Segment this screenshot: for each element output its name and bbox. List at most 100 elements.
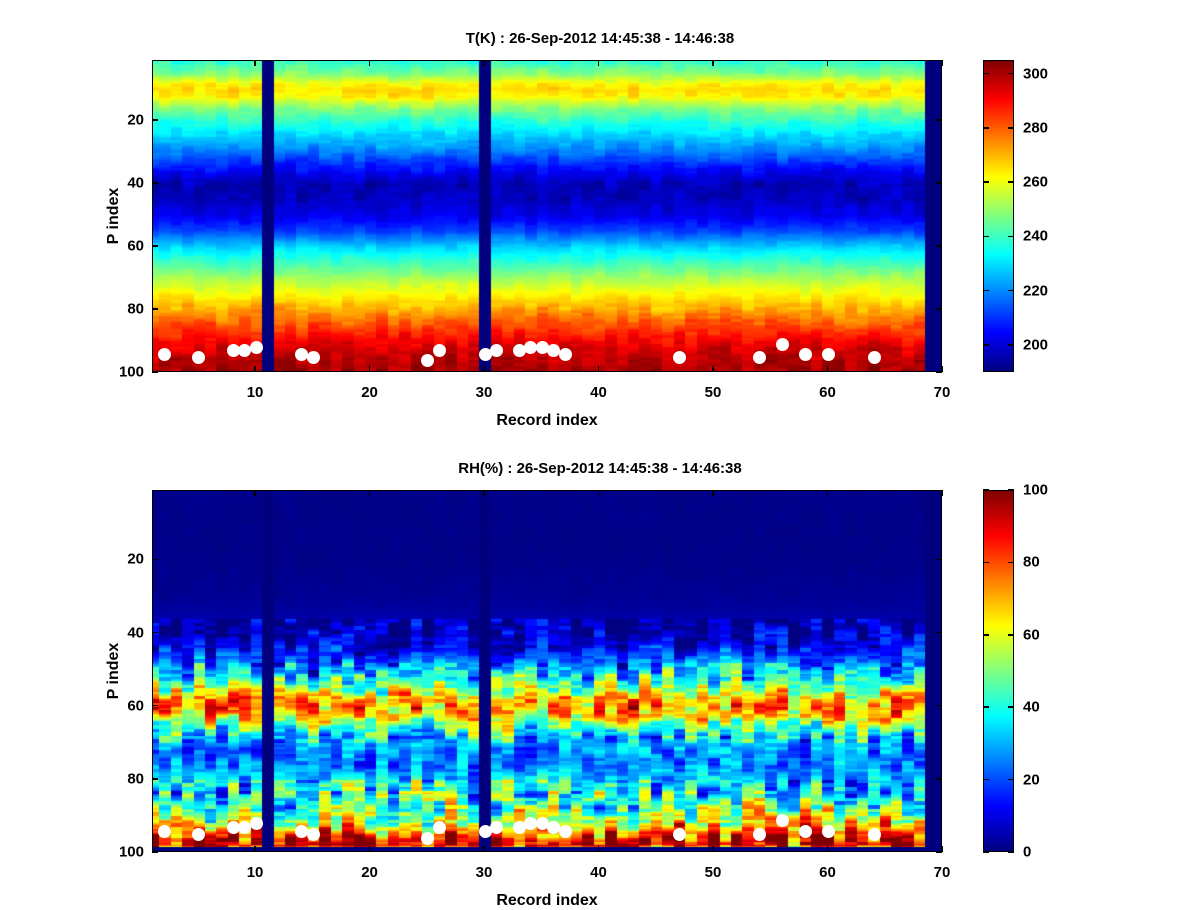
- x-tick-label: 70: [933, 864, 951, 881]
- y-tick-mark-right: [936, 119, 942, 121]
- colorbar-tick-mark-right: [1008, 344, 1014, 346]
- colorbar-tick-label: 280: [1023, 119, 1049, 137]
- x-axis-label-humidity: Record index: [496, 892, 598, 909]
- x-tick-label: 10: [246, 864, 264, 881]
- plot-title-humidity: RH(%) : 26-Sep-2012 14:45:38 - 14:46:38: [458, 460, 742, 477]
- colorbar-tick-mark: [983, 72, 989, 75]
- colorbar-tick-label: 40: [1023, 698, 1040, 716]
- y-tick-mark: [152, 119, 158, 121]
- x-tick-mark: [597, 846, 600, 852]
- x-tick-label: 20: [361, 384, 378, 401]
- colorbar-tick-mark-right: [1008, 489, 1014, 491]
- x-tick-label: 30: [475, 864, 493, 881]
- x-tick-mark: [712, 366, 714, 372]
- colorbar-tick-label: 240: [1023, 227, 1049, 245]
- plot-title-temperature: T(K) : 26-Sep-2012 14:45:38 - 14:46:38: [465, 30, 735, 47]
- colorbar-tick-mark-right: [1008, 706, 1014, 708]
- y-tick-mark: [152, 371, 158, 373]
- x-tick-label: 50: [704, 384, 722, 401]
- colorbar-tick-mark-right: [1008, 634, 1014, 636]
- panel-temperature: T(K) : 26-Sep-2012 14:45:38 - 14:46:38 2…: [0, 0, 1200, 450]
- y-axis-label-humidity: P index: [105, 642, 122, 700]
- colorbar-tick-label: 20: [1023, 771, 1040, 789]
- y-tick-label: 40: [127, 624, 144, 642]
- x-tick-label: 30: [475, 384, 493, 401]
- y-tick-mark-right: [936, 704, 942, 707]
- x-tick-mark-top: [483, 60, 485, 66]
- colorbar-tick-mark: [983, 561, 989, 564]
- x-tick-mark-top: [712, 490, 714, 496]
- y-tick-mark: [152, 308, 158, 310]
- x-tick-mark: [483, 846, 485, 852]
- x-tick-mark-top: [941, 490, 943, 496]
- x-tick-mark: [483, 366, 485, 372]
- x-axis-label-temperature: Record index: [496, 412, 598, 429]
- colorbar-tick-label: 60: [1023, 626, 1040, 644]
- x-tick-mark-top: [368, 490, 371, 496]
- colorbar-tick-label: 80: [1023, 553, 1040, 571]
- colorbar-humidity: [983, 490, 1014, 852]
- colorbar-tick-mark: [983, 289, 989, 292]
- colorbar-tick-mark-right: [1008, 127, 1014, 129]
- y-tick-mark-right: [936, 371, 942, 373]
- colorbar-tick-mark-right: [1008, 289, 1014, 292]
- x-tick-mark-top: [483, 490, 485, 496]
- colorbar-tick-mark-right: [1008, 181, 1014, 183]
- colorbar-tick-mark: [983, 127, 989, 129]
- colorbar-tick-mark: [983, 851, 989, 853]
- y-tick-mark-right: [936, 631, 942, 634]
- y-tick-label: 40: [127, 174, 144, 192]
- x-tick-mark: [254, 366, 256, 372]
- y-tick-mark-right: [936, 245, 942, 247]
- colorbar-tick-label: 260: [1023, 173, 1049, 191]
- x-tick-label: 10: [246, 384, 264, 401]
- colorbar-tick-mark-right: [1008, 561, 1014, 564]
- x-tick-label: 70: [933, 384, 951, 401]
- y-tick-label: 20: [127, 111, 144, 129]
- x-tick-mark-top: [712, 60, 714, 66]
- colorbar-tick-mark-right: [1008, 235, 1014, 238]
- colorbar-tick-label: 100: [1023, 481, 1049, 499]
- colorbar-tick-mark: [983, 181, 989, 183]
- y-tick-mark: [152, 851, 158, 853]
- x-tick-mark-top: [254, 60, 256, 66]
- x-tick-label: 40: [590, 864, 607, 881]
- y-tick-mark: [152, 631, 158, 634]
- axes-temperature: [152, 60, 942, 372]
- y-tick-label: 100: [118, 843, 144, 861]
- x-tick-mark-top: [368, 60, 371, 66]
- y-tick-label: 80: [127, 770, 144, 788]
- colorbar-gradient-temperature: [984, 61, 1013, 371]
- x-tick-mark: [941, 846, 943, 852]
- x-tick-mark: [826, 846, 829, 852]
- colorbar-tick-mark: [983, 235, 989, 238]
- x-tick-mark: [712, 846, 714, 852]
- y-tick-label: 100: [118, 363, 144, 381]
- heatmap-temperature: [153, 61, 941, 371]
- colorbar-tick-mark: [983, 634, 989, 636]
- y-tick-mark-right: [936, 558, 942, 561]
- y-tick-label: 60: [127, 237, 144, 255]
- y-tick-mark: [152, 182, 158, 184]
- x-tick-mark: [368, 846, 371, 852]
- y-axis-label-temperature: P index: [105, 187, 122, 245]
- x-tick-label: 60: [819, 864, 836, 881]
- axes-humidity: [152, 490, 942, 852]
- x-tick-mark: [597, 366, 600, 372]
- x-tick-mark-top: [254, 490, 256, 496]
- colorbar-gradient-humidity: [984, 491, 1013, 851]
- colorbar-tick-mark-right: [1008, 72, 1014, 75]
- colorbar-temperature: [983, 60, 1014, 372]
- colorbar-tick-label: 220: [1023, 282, 1049, 300]
- x-tick-label: 60: [819, 384, 836, 401]
- x-tick-mark-top: [597, 60, 600, 66]
- x-tick-label: 40: [590, 384, 607, 401]
- y-tick-mark: [152, 558, 158, 561]
- x-tick-mark-top: [597, 490, 600, 496]
- y-tick-label: 60: [127, 697, 144, 715]
- x-tick-mark-top: [826, 490, 829, 496]
- x-tick-mark: [368, 366, 371, 372]
- colorbar-tick-label: 300: [1023, 65, 1049, 83]
- y-tick-label: 80: [127, 300, 144, 318]
- y-tick-mark-right: [936, 182, 942, 184]
